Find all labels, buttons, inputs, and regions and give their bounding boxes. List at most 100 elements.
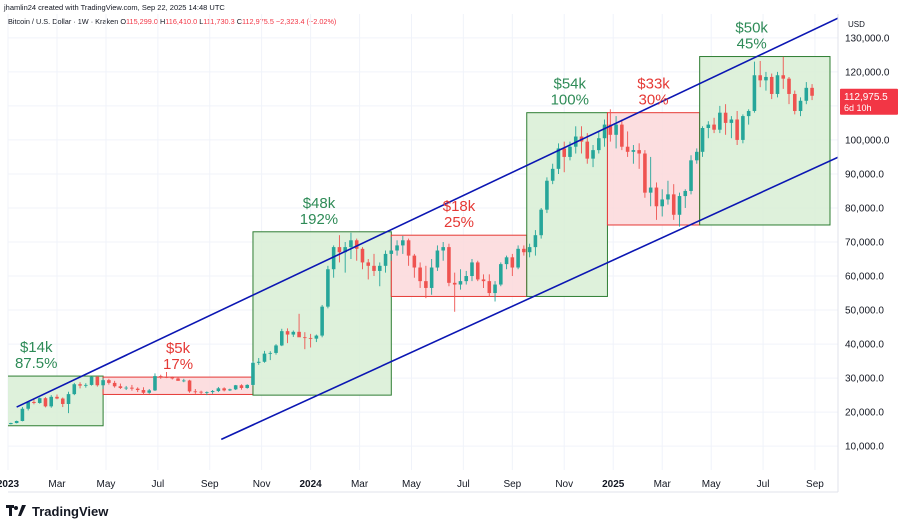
candle xyxy=(804,87,809,101)
candle xyxy=(729,119,734,123)
chart-credit: jhamlin24 created with TradingView.com, … xyxy=(4,3,225,12)
y-tick-label: 60,000.0 xyxy=(845,272,884,283)
candle xyxy=(216,388,221,392)
candle xyxy=(475,262,480,280)
candle xyxy=(654,187,659,207)
candle xyxy=(245,384,249,388)
candle xyxy=(193,391,198,393)
candle xyxy=(683,190,688,197)
candle xyxy=(470,262,474,277)
candle xyxy=(274,345,278,353)
candle xyxy=(187,380,192,392)
candle xyxy=(147,390,152,393)
ohlc-close: C112,975.5 xyxy=(236,17,274,26)
candle xyxy=(764,76,768,81)
candle xyxy=(625,146,630,152)
candle xyxy=(481,279,486,282)
x-tick-label: 2023 xyxy=(0,479,20,490)
candle xyxy=(712,124,716,130)
candle xyxy=(689,160,693,191)
candle xyxy=(164,377,169,378)
candle xyxy=(320,306,324,336)
candle xyxy=(308,337,313,339)
candle xyxy=(522,248,526,253)
candle xyxy=(677,196,682,215)
candle xyxy=(700,128,705,152)
x-tick-label: Jul xyxy=(757,479,770,490)
candle xyxy=(643,153,647,193)
candle xyxy=(60,398,65,404)
candle xyxy=(648,187,653,193)
candle xyxy=(723,112,728,123)
candle xyxy=(706,124,711,128)
x-tick-label: Sep xyxy=(503,479,521,490)
candle xyxy=(222,388,226,391)
candle xyxy=(464,276,469,282)
candle xyxy=(285,331,290,335)
y-tick-label: 10,000.0 xyxy=(845,442,884,453)
candle xyxy=(401,240,405,246)
candle xyxy=(758,75,762,81)
candle xyxy=(787,78,791,94)
y-tick-label: 120,000.0 xyxy=(845,67,890,78)
candle xyxy=(429,267,434,288)
candle xyxy=(746,110,751,117)
box-percent-label: 87.5% xyxy=(15,355,58,372)
candle xyxy=(631,150,636,152)
x-tick-label: Jul xyxy=(457,479,470,490)
y-tick-label: 90,000.0 xyxy=(845,169,884,180)
candle xyxy=(458,281,463,285)
last-price-tag xyxy=(840,88,898,115)
candle xyxy=(412,255,417,268)
candle xyxy=(810,87,814,96)
y-tick-label: 30,000.0 xyxy=(845,374,884,385)
candle xyxy=(792,93,797,111)
candle xyxy=(331,247,336,270)
time-axis: 2023 Mar May Jul Sep Nov 2024 Mar May Jul Sep Nov 20… xyxy=(0,479,838,493)
range-boxes xyxy=(8,56,831,427)
candle xyxy=(14,420,19,424)
candle xyxy=(550,168,555,181)
candle xyxy=(101,380,105,386)
candle xyxy=(556,148,561,169)
box-amount-label: $14k xyxy=(20,339,53,356)
candle xyxy=(366,262,371,266)
y-tick-label: 20,000.0 xyxy=(845,408,884,419)
candle xyxy=(539,209,543,236)
candle xyxy=(55,396,59,399)
candle xyxy=(112,382,117,387)
candle xyxy=(775,75,780,94)
symbol-legend: Bitcoin / U.S. Dollar · 1W · Kraken O115… xyxy=(8,17,336,26)
candle xyxy=(608,124,613,135)
candle xyxy=(291,331,296,335)
price-axis: USD 10,000.0 20,000.0 30,000.0 40,000.0 50,00… xyxy=(837,14,898,492)
candle xyxy=(49,396,54,407)
ohlc-high: H116,410.0 xyxy=(159,17,198,26)
x-tick-label: 2025 xyxy=(602,479,625,490)
last-price-countdown: 6d 10h xyxy=(844,103,872,113)
x-tick-label: May xyxy=(97,479,116,490)
candle xyxy=(84,384,88,386)
candle xyxy=(377,265,382,271)
candle xyxy=(337,247,342,253)
box-percent-label: 17% xyxy=(163,356,193,373)
channel-line-upper xyxy=(16,17,838,408)
candle xyxy=(141,390,146,393)
candle xyxy=(781,75,786,79)
ohlc-open: O115,299.0 xyxy=(120,17,158,26)
candle xyxy=(637,150,641,154)
candle xyxy=(303,337,307,339)
candle xyxy=(447,247,451,283)
candle xyxy=(660,199,664,207)
y-tick-label: 130,000.0 xyxy=(845,33,890,44)
x-tick-label: Mar xyxy=(654,479,672,490)
candle xyxy=(158,376,163,378)
box-amount-label: $18k xyxy=(443,198,476,215)
x-tick-label: May xyxy=(702,479,721,490)
candle xyxy=(262,353,267,362)
ohlc-change: −2,323.4 (−2.02%) xyxy=(275,17,337,26)
candle xyxy=(614,124,618,135)
candle xyxy=(205,392,209,393)
candle xyxy=(279,331,284,346)
